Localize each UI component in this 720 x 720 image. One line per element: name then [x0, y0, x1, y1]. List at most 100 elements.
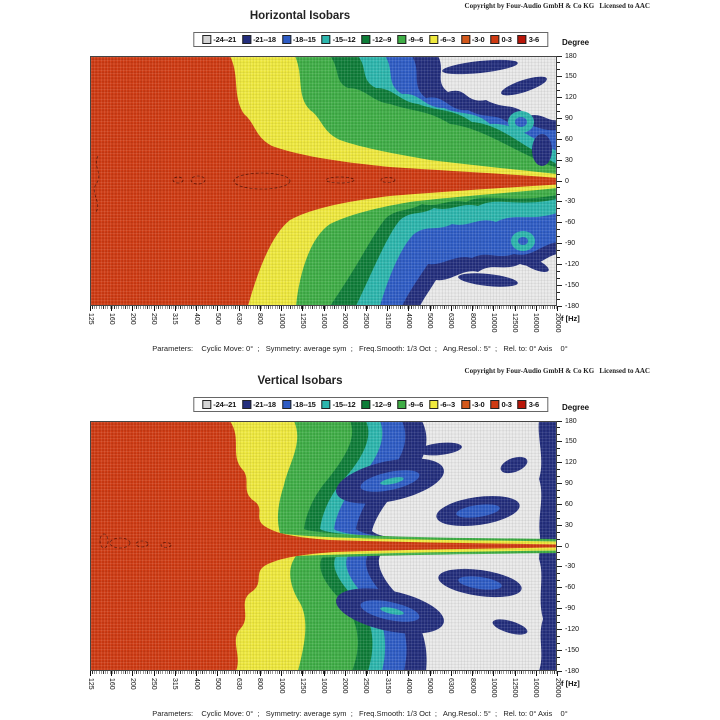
legend-item-label: -24--21 — [213, 35, 237, 44]
y-tick — [557, 420, 562, 422]
x-tick — [111, 306, 113, 311]
x-tick — [387, 671, 389, 676]
y-tick — [557, 608, 562, 609]
x-tick-label: 1000 — [277, 313, 285, 329]
x-tick-label: 5000 — [426, 678, 434, 694]
x-tick-label: 20000 — [553, 313, 561, 333]
y-tick-label: 30 — [565, 521, 573, 529]
y-tick-label: 150 — [565, 73, 577, 81]
x-tick-label: 400 — [192, 678, 200, 690]
x-tick — [302, 671, 304, 676]
y-tick-label: 180 — [565, 417, 577, 425]
x-tick — [174, 306, 176, 311]
x-tick-label: 20000 — [553, 678, 561, 698]
x-tick — [557, 671, 558, 676]
x-tick-label: 160 — [107, 678, 115, 690]
x-tick-label: 315 — [171, 678, 179, 690]
y-tick — [557, 173, 560, 175]
y-tick — [557, 277, 560, 279]
y-tick — [557, 531, 560, 533]
x-tick-label: 500 — [213, 678, 221, 690]
legend-item-label: -15--12 — [332, 35, 356, 44]
legend-item: -9--6 — [397, 35, 423, 44]
y-tick — [557, 510, 560, 512]
x-axis-title: f [Hz] — [561, 314, 580, 323]
y-tick — [557, 524, 562, 526]
y-tick — [557, 83, 560, 85]
y-tick — [557, 90, 560, 92]
x-tick — [281, 671, 283, 676]
y-tick-label: -150 — [565, 646, 580, 654]
x-tick — [493, 671, 495, 676]
x-tick-label: 1600 — [320, 313, 327, 329]
x-tick — [90, 671, 91, 676]
x-tick-label: 8000 — [468, 313, 476, 329]
x-tick — [429, 671, 431, 676]
x-tick-label: 500 — [213, 313, 221, 325]
y-tick — [557, 138, 562, 140]
y-tick — [557, 291, 560, 293]
y-tick — [557, 284, 562, 286]
x-tick-label: 12500 — [511, 678, 519, 698]
y-axis-title: Degree — [562, 403, 590, 412]
legend-item: -12--9 — [361, 400, 391, 409]
x-tick — [365, 671, 367, 676]
legend-item: -21--18 — [242, 400, 276, 409]
legend-item: 3-6 — [517, 35, 539, 44]
x-tick — [493, 306, 495, 311]
y-tick-label: 120 — [565, 459, 577, 467]
x-axis-title: f [Hz] — [561, 679, 580, 688]
y-tick — [557, 249, 560, 251]
parameters-line: Parameters: Cyclic Move: 0° ; Symmetry: … — [152, 344, 568, 353]
x-tick-label: 200 — [128, 313, 136, 325]
copyright-notice: Copyright by Four-Audio GmbH & Co KG Lic… — [464, 367, 650, 375]
y-tick — [557, 222, 562, 224]
y-tick-label: 60 — [565, 500, 573, 508]
legend-item: -3-0 — [460, 400, 485, 409]
y-tick — [557, 145, 560, 147]
legend-swatch — [490, 35, 500, 44]
y-tick — [557, 229, 560, 231]
legend-item-label: -9--6 — [408, 35, 424, 44]
x-tick-label: 800 — [256, 678, 264, 690]
x-tick — [472, 671, 474, 676]
y-tick — [557, 97, 562, 99]
x-tick-label: 125 — [86, 313, 94, 325]
legend-item: -24--21 — [202, 35, 236, 44]
legend-item: -18--15 — [281, 35, 316, 44]
y-tick — [557, 201, 562, 203]
x-tick-label: 16000 — [532, 678, 540, 698]
legend-item-label: 0-3 — [501, 35, 512, 44]
y-tick — [557, 131, 560, 133]
x-tick-label: 4000 — [404, 678, 412, 694]
legend-swatch — [517, 35, 527, 44]
y-tick — [557, 621, 560, 623]
y-tick-label: -90 — [565, 605, 576, 612]
legend-swatch — [281, 400, 291, 409]
x-tick — [132, 671, 134, 676]
y-tick — [557, 587, 562, 589]
x-tick-label: 10000 — [489, 313, 497, 333]
y-tick-label: 0 — [565, 542, 569, 550]
y-tick — [557, 601, 560, 603]
x-tick — [472, 306, 474, 311]
x-tick — [535, 671, 537, 676]
y-tick-label: -30 — [565, 563, 576, 571]
y-tick — [557, 594, 560, 596]
legend-item-label: 0-3 — [501, 400, 512, 409]
y-tick — [557, 517, 560, 519]
y-tick — [557, 566, 562, 568]
y-tick — [557, 194, 560, 196]
legend-item: 3-6 — [517, 400, 539, 409]
y-tick — [557, 614, 560, 616]
x-tick — [259, 306, 261, 311]
legend-item: -9--6 — [397, 400, 423, 409]
x-tick-label: 1250 — [298, 313, 306, 329]
y-tick — [557, 441, 562, 443]
x-tick — [514, 671, 516, 676]
legend-item: -18--15 — [281, 400, 316, 409]
y-tick — [557, 215, 560, 217]
x-tick-label: 16000 — [532, 313, 540, 333]
x-tick-label: 200 — [128, 678, 136, 690]
